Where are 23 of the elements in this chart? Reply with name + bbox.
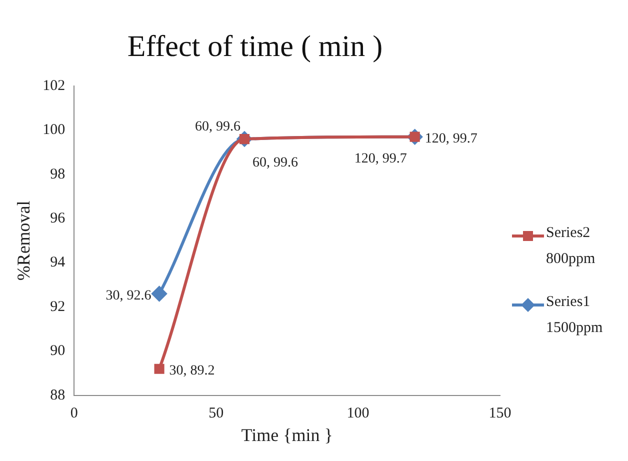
y-tick-label: 92: [50, 298, 66, 315]
y-tick-label: 102: [42, 78, 66, 94]
x-tick-label: 100: [346, 405, 370, 422]
x-tick-label: 50: [208, 405, 224, 422]
y-tick-label: 96: [50, 210, 66, 227]
y-axis-title: %Removal: [14, 200, 34, 281]
y-tick-label: 90: [50, 343, 66, 360]
y-tick-label: 88: [50, 387, 66, 404]
data-label: 120, 99.7: [424, 132, 478, 146]
y-tick-label: 100: [42, 122, 66, 138]
legend-label: Series2 800ppm: [546, 224, 596, 269]
data-label: 60, 99.6: [252, 156, 298, 171]
data-label: 120, 99.7: [354, 152, 407, 166]
data-label: 30, 92.6: [106, 288, 152, 304]
data-label: 30, 89.2: [169, 364, 215, 379]
x-tick-label: 0: [70, 405, 78, 422]
y-tick-label: 94: [50, 254, 66, 271]
data-label: 60, 99.6: [194, 120, 240, 135]
chart-title: Effect of time ( min ): [127, 30, 383, 63]
legend-label: Series1 1500ppm: [546, 293, 604, 338]
y-tick-label: 98: [50, 166, 66, 182]
x-tick-label: 150: [488, 405, 512, 422]
x-axis-title: Time {min }: [241, 424, 333, 445]
